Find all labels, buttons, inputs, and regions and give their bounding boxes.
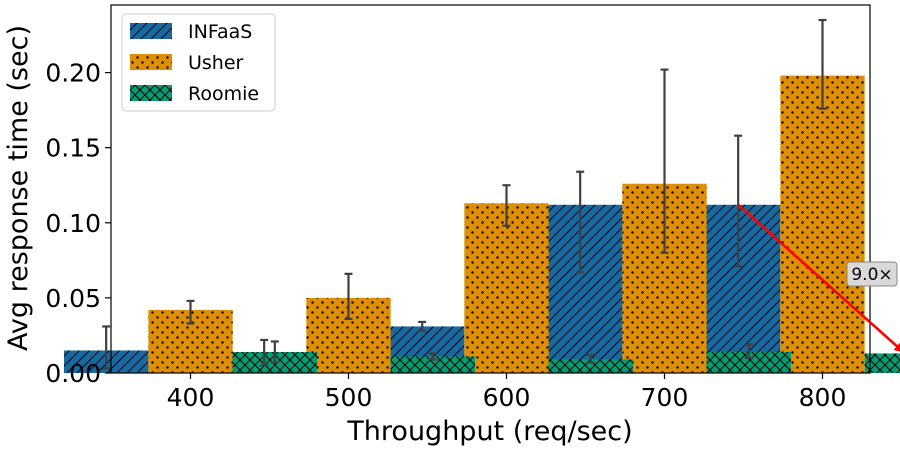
x-tick-label: 500	[325, 383, 373, 412]
error-bars-layer	[102, 18, 827, 370]
annotation-layer: 9.0×	[737, 203, 900, 353]
speedup-arrow	[737, 203, 900, 353]
error-bar-usher-600	[502, 184, 511, 227]
y-tick-label: 0.10	[45, 209, 101, 238]
error-bar-infaas-600	[418, 320, 427, 333]
bar-usher-800	[780, 75, 865, 373]
legend-swatch-roomie	[130, 85, 172, 101]
error-bar-roomie-400	[270, 340, 279, 364]
y-tick-label: 0.05	[45, 284, 101, 313]
legend-label-infaas: INFaaS	[188, 21, 252, 43]
error-bar-roomie-700	[744, 343, 753, 360]
plot-frame	[110, 4, 871, 374]
y-tick-label: 0.20	[45, 59, 101, 88]
y-tick-label: 0.00	[45, 359, 101, 388]
error-bar-roomie-500	[428, 352, 437, 361]
bar-roomie-500	[390, 356, 475, 373]
bar-roomie-600	[548, 359, 633, 373]
speedup-label-box	[846, 261, 898, 287]
y-axis-label: Avg response time (sec)	[3, 25, 34, 351]
error-bar-usher-500	[344, 272, 353, 321]
x-tick-label: 800	[799, 383, 847, 412]
bar-roomie-700	[706, 351, 791, 373]
error-bar-infaas-700	[576, 170, 585, 274]
x-axis-label: Throughput (req/sec)	[346, 416, 632, 447]
legend: INFaaS Usher Roomie	[121, 13, 276, 112]
x-tick-label: 400	[167, 383, 215, 412]
legend-label-roomie: Roomie	[188, 83, 259, 105]
legend-label-usher: Usher	[188, 52, 244, 74]
y-tick-label: 0.15	[45, 134, 101, 163]
x-tick-label: 600	[483, 383, 531, 412]
error-bar-infaas-800	[734, 134, 743, 268]
axes-layer: 0.00 0.05 0.10 0.15 0.20 400 500 600 700 800	[45, 4, 871, 412]
error-bar-usher-800	[818, 18, 827, 110]
speedup-label: 9.0×	[851, 265, 892, 285]
legend-swatch-infaas	[130, 23, 172, 39]
bar-usher-600	[464, 203, 549, 373]
legend-swatch-usher	[130, 54, 172, 70]
error-bar-roomie-600	[586, 353, 595, 364]
bar-roomie-800	[864, 353, 900, 373]
error-bar-usher-700	[660, 68, 669, 254]
error-bar-infaas-400	[102, 325, 111, 370]
x-tick-label: 700	[641, 383, 689, 412]
error-bar-infaas-500	[260, 338, 269, 367]
bars-layer	[64, 75, 900, 373]
error-bar-usher-400	[186, 299, 195, 325]
